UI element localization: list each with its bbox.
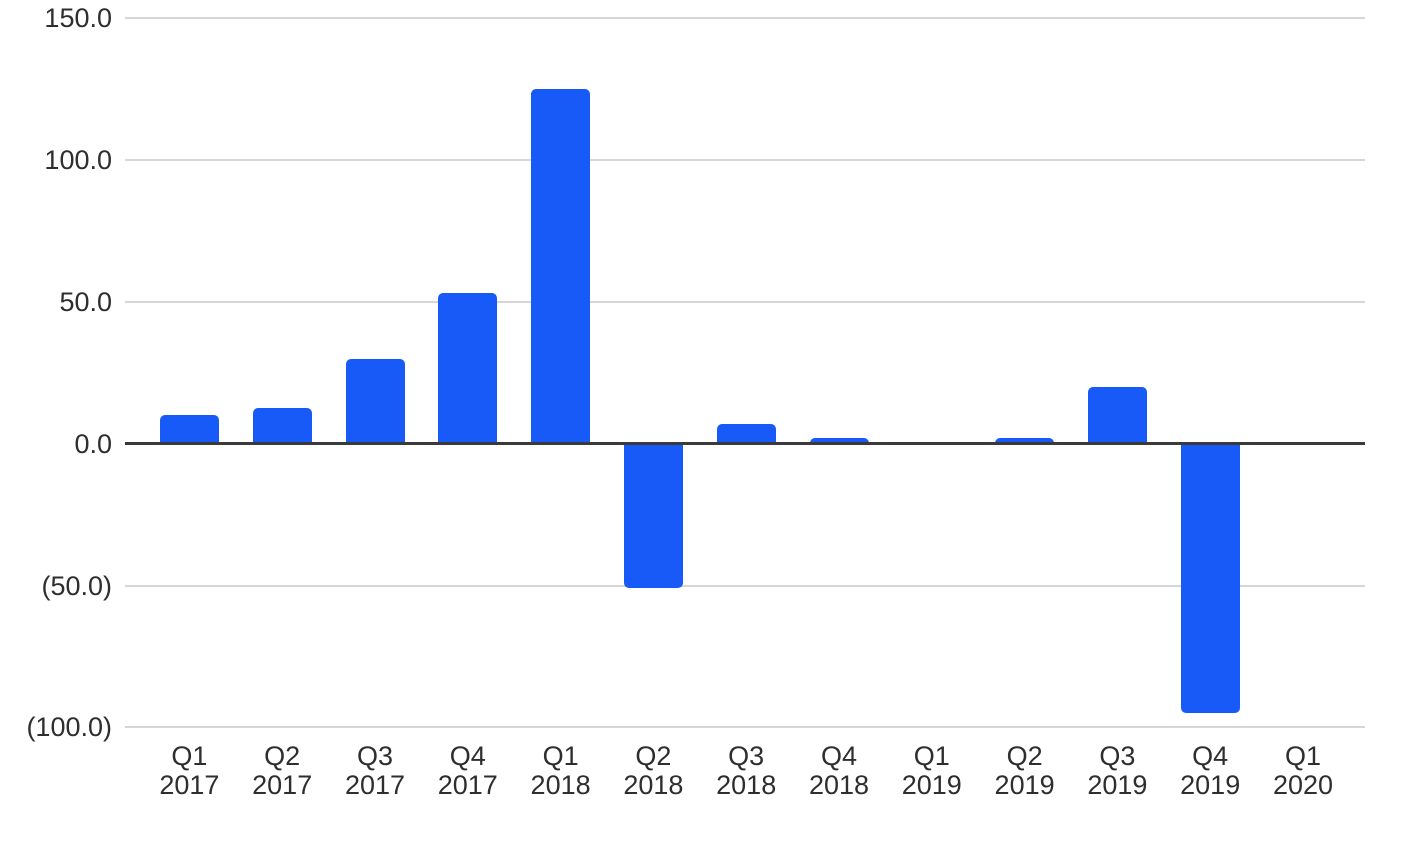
gridline bbox=[125, 158, 1365, 161]
gridline bbox=[125, 17, 1365, 19]
bar-q2-2018 bbox=[623, 443, 683, 589]
bar-q4-2019 bbox=[1180, 443, 1240, 714]
x-axis-label-line: Q1 bbox=[1284, 741, 1322, 771]
y-axis-tick-label: 150.0 bbox=[44, 3, 112, 33]
zero-axis-line bbox=[125, 442, 1365, 446]
x-axis-label-line: Q3 bbox=[728, 741, 765, 771]
gridline bbox=[125, 300, 1365, 303]
x-axis-label-line: 2018 bbox=[716, 770, 777, 800]
gridline bbox=[125, 726, 1365, 729]
x-axis-label-line: 2017 bbox=[252, 770, 313, 800]
x-axis-label-q3-2018: Q3 2018 bbox=[686, 742, 806, 800]
bar-q3-2019 bbox=[1087, 386, 1147, 444]
x-axis-label-q1-2017: Q1 2017 bbox=[129, 742, 249, 800]
x-axis-label-q4-2017: Q4 2017 bbox=[408, 742, 528, 800]
x-axis-label-line: 2020 bbox=[1272, 770, 1334, 800]
x-axis-label-q1-2020: Q1 2020 bbox=[1243, 742, 1363, 800]
x-axis-label-line: 2019 bbox=[1087, 770, 1148, 800]
x-axis-label-line: Q1 bbox=[171, 741, 208, 771]
x-axis-label-line: Q4 bbox=[820, 741, 858, 771]
bar-q4-2018 bbox=[809, 437, 869, 444]
x-axis-label-line: Q3 bbox=[1099, 741, 1136, 771]
x-axis-label-line: 2017 bbox=[437, 770, 498, 800]
x-axis-label-line: 2018 bbox=[808, 770, 870, 800]
x-axis-label-line: 2019 bbox=[994, 770, 1055, 800]
x-axis-label-line: Q2 bbox=[1006, 741, 1043, 771]
x-axis-label-line: 2019 bbox=[1180, 770, 1241, 800]
x-axis-label-q2-2018: Q2 2018 bbox=[593, 742, 713, 800]
x-axis-label-line: 2019 bbox=[901, 770, 962, 800]
bar-q3-2017 bbox=[345, 358, 405, 444]
bar-q1-2018 bbox=[531, 88, 591, 444]
bar-q2-2017 bbox=[252, 408, 312, 444]
x-axis-label-q2-2017: Q2 2017 bbox=[222, 742, 342, 800]
x-axis-label-q4-2018: Q4 2018 bbox=[779, 742, 899, 800]
x-axis-label-line: Q1 bbox=[913, 741, 950, 771]
y-axis-tick-label: (50.0) bbox=[41, 570, 112, 601]
x-axis-label-line: 2017 bbox=[344, 770, 406, 800]
x-axis-label-line: 2018 bbox=[623, 770, 684, 800]
y-axis-tick-label: 100.0 bbox=[44, 144, 112, 175]
x-axis-label-q1-2018: Q1 2018 bbox=[501, 742, 621, 800]
bar-q4-2017 bbox=[438, 293, 498, 444]
y-axis-tick-label: 50.0 bbox=[59, 286, 112, 317]
x-axis-label-line: Q4 bbox=[449, 741, 486, 771]
x-axis-label-line: Q2 bbox=[264, 741, 301, 771]
x-axis-label-q3-2017: Q3 2017 bbox=[315, 742, 435, 800]
x-axis-label-line: Q1 bbox=[542, 741, 579, 771]
x-axis-label-q2-2019: Q2 2019 bbox=[965, 742, 1085, 800]
x-axis-label-line: Q3 bbox=[356, 741, 394, 771]
gridline bbox=[125, 584, 1365, 587]
x-axis-label-q1-2019: Q1 2019 bbox=[872, 742, 992, 800]
bar-q3-2018 bbox=[716, 423, 776, 444]
x-axis-label-q3-2019: Q3 2019 bbox=[1057, 742, 1177, 800]
bar-q2-2019 bbox=[995, 437, 1055, 444]
y-axis-tick-label: (100.0) bbox=[26, 712, 112, 743]
x-axis-label-q4-2019: Q4 2019 bbox=[1150, 742, 1270, 800]
bar-q1-2017 bbox=[159, 415, 219, 444]
x-axis-label-line: Q4 bbox=[1192, 741, 1229, 771]
x-axis-label-line: 2018 bbox=[530, 770, 591, 800]
x-axis-label-line: Q2 bbox=[635, 741, 672, 771]
x-axis-label-line: 2017 bbox=[159, 770, 220, 800]
y-axis-tick-label: 0.0 bbox=[74, 428, 112, 459]
